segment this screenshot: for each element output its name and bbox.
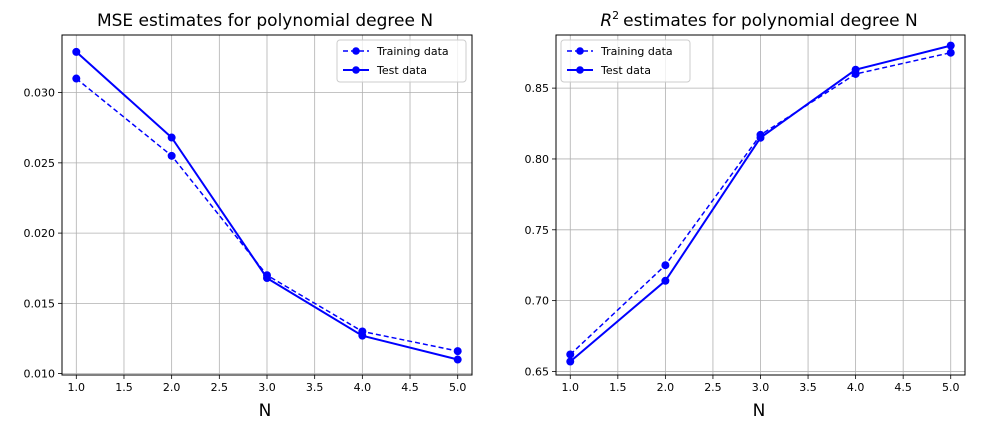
plot-frame [555,34,966,376]
x-tick-label: 1.0 [562,381,580,394]
x-axis-ticks: 1.0 1.5 2.0 2.5 3.0 3.5 4.0 4.5 5.0 [68,375,467,394]
series-group [72,47,462,364]
y-axis-ticks: 0.65 0.70 0.75 0.80 0.85 [525,82,556,378]
x-tick-label: 3.5 [799,381,817,394]
data-point-test-data [263,274,271,283]
legend-marker-training [352,47,360,55]
grid-lines [62,35,472,375]
legend-box [336,39,467,83]
data-point-test-data [661,276,670,285]
x-tick-label: 2.0 [657,381,675,394]
legend-label-test: Test data [600,64,651,77]
y-tick-label: 0.80 [525,153,550,166]
y-tick-label: 0.030 [24,87,56,100]
y-tick-label: 0.010 [24,368,56,381]
legend-marker-training [576,47,584,55]
legend-label-training: Training data [600,45,673,58]
x-axis-label: N [753,401,766,421]
x-tick-label: 1.5 [609,381,627,394]
y-tick-label: 0.015 [24,297,56,310]
data-point-training-data [167,151,176,160]
x-axis-ticks: 1.0 1.5 2.0 2.5 3.0 3.5 4.0 4.5 5.0 [562,375,960,394]
legend: Training data Test data [336,39,467,83]
data-point-test-data [566,357,575,366]
x-tick-label: 1.0 [68,381,86,394]
series-group [566,41,955,366]
title-r: R [600,11,612,31]
y-tick-label: 0.85 [525,82,550,95]
y-tick-label: 0.65 [525,365,550,378]
legend-label-training: Training data [376,45,449,58]
x-tick-label: 3.5 [306,381,324,394]
legend-marker-test [576,66,584,74]
data-point-training-data [453,347,462,356]
x-tick-label: 4.0 [354,381,372,394]
title-rest: estimates for polynomial degree N [623,11,918,31]
data-point-training-data [661,261,670,270]
x-tick-label: 2.5 [704,381,722,394]
plot-frame [61,34,473,376]
x-tick-label: 3.0 [752,381,770,394]
r2-chart: R2 estimates for polynomial degree N N 1.… [525,9,966,421]
legend: Training data Test data [560,39,691,83]
x-tick-label: 1.5 [115,381,133,394]
chart-title: R2 estimates for polynomial degree N [600,9,917,31]
legend-label-test: Test data [376,64,427,77]
chart-title: MSE estimates for polynomial degree N [97,11,433,31]
grid-lines [556,35,965,375]
x-tick-label: 4.5 [894,381,912,394]
y-tick-label: 0.70 [525,295,550,308]
data-point-test-data [946,41,955,50]
y-axis-ticks: 0.010 0.015 0.020 0.025 0.030 [24,87,62,381]
data-point-test-data [358,331,367,340]
x-tick-label: 5.0 [449,381,467,394]
data-point-test-data [72,47,81,56]
x-tick-label: 2.5 [211,381,229,394]
y-tick-label: 0.020 [24,227,56,240]
data-point-training-data [946,48,955,57]
legend-marker-test [352,66,360,74]
data-point-training-data [72,74,81,83]
x-tick-label: 4.5 [401,381,419,394]
mse-chart: MSE estimates for polynomial degree N N … [24,11,473,421]
legend-box [560,39,691,83]
y-tick-label: 0.75 [525,224,550,237]
data-point-training-data [566,350,575,359]
x-tick-label: 5.0 [942,381,960,394]
data-point-test-data [453,355,462,364]
x-tick-label: 3.0 [258,381,276,394]
data-point-test-data [167,133,176,142]
y-tick-label: 0.025 [24,157,56,170]
data-point-test-data [756,133,765,142]
x-tick-label: 4.0 [847,381,865,394]
x-tick-label: 2.0 [163,381,181,394]
data-point-test-data [851,65,860,74]
title-superscript: 2 [612,9,619,22]
x-axis-label: N [259,401,272,421]
